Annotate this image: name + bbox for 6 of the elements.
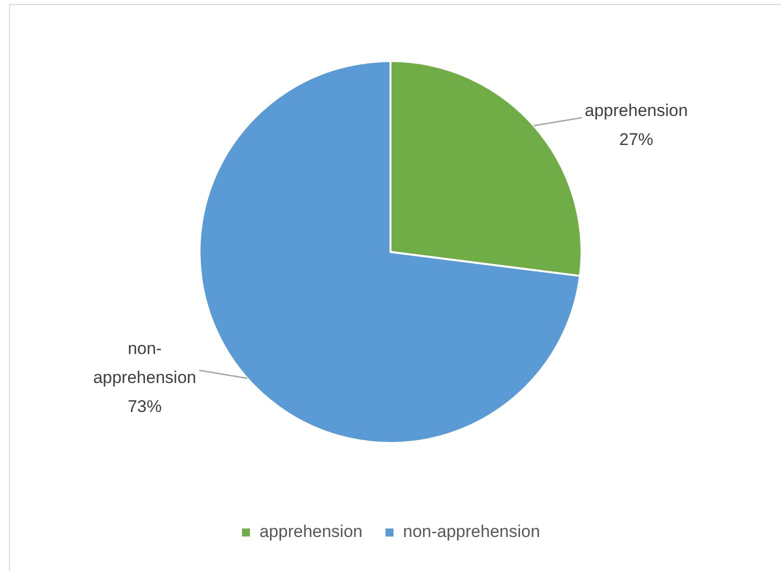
data-label: 73%: [128, 397, 162, 416]
legend-label: non-apprehension: [402, 522, 540, 542]
legend-label: apprehension: [259, 522, 362, 542]
data-label: 27%: [619, 130, 654, 149]
slice-label: apprehension: [584, 100, 688, 120]
slice-label: non-apprehension: [93, 339, 196, 387]
